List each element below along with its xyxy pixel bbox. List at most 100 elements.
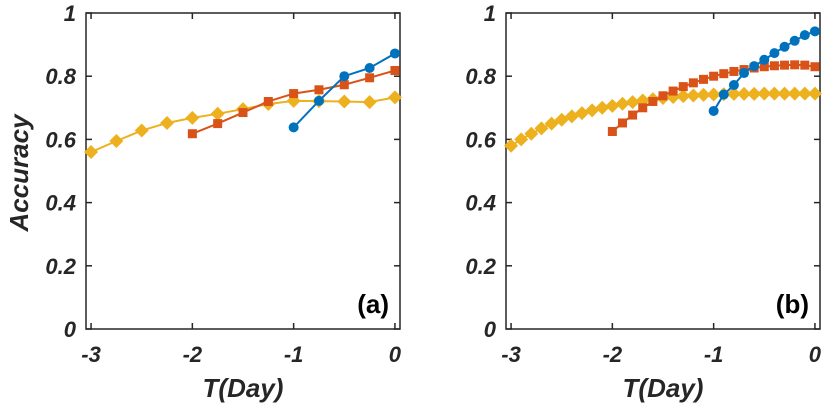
panel-a-axes: 0 0.2 0.4 0.6 0.8 1 -3 -2 -1 0 xyxy=(45,1,401,367)
panel-b-ytick-label: 0.8 xyxy=(465,64,496,89)
panel-a-ytick-label: 0.4 xyxy=(45,191,76,216)
panel-b-diamond-point xyxy=(747,86,762,101)
panel-b-series xyxy=(504,26,822,153)
panel-b-xtick-label: 0 xyxy=(809,342,822,367)
panel-b-diamond-point xyxy=(585,103,600,118)
panel-a-diamond-point xyxy=(387,90,402,105)
y-axis-title: Accuracy xyxy=(4,113,34,233)
panel-a-frame xyxy=(85,12,401,330)
panel-b-diamond-point xyxy=(514,132,529,147)
panel-b-square-point xyxy=(780,60,790,70)
panel-a-ytick-label: 0 xyxy=(64,317,77,342)
panel-b-square-point xyxy=(719,69,729,79)
panel-a-diamond-point xyxy=(337,94,352,109)
panel-a-diamond-point xyxy=(185,110,200,125)
panel-b-label: (b) xyxy=(776,289,809,319)
panel-b-diamond-point xyxy=(625,95,640,110)
panel-b-xtick-label: -1 xyxy=(704,342,724,367)
panel-b-diamond-point xyxy=(737,86,752,101)
panel-b-diamond-point xyxy=(615,96,630,111)
panel-b-x-axis-title: T(Day) xyxy=(623,373,704,403)
panel-a-xtick-label: -3 xyxy=(81,342,101,367)
panel-a: 0 0.2 0.4 0.6 0.8 1 -3 -2 -1 0 (a) T(Day) xyxy=(45,1,402,403)
panel-b-ytick-label: 0.2 xyxy=(465,254,496,279)
panel-b-ytick-label: 0.6 xyxy=(465,127,496,152)
panel-b: 0 0.2 0.4 0.6 0.8 1 -3 -2 -1 0 (b) T(Day) xyxy=(465,1,822,403)
panel-a-diamond-point xyxy=(84,145,99,160)
panel-b-circle-point xyxy=(759,54,770,65)
panel-b-diamond-point xyxy=(767,86,782,101)
panel-a-label: (a) xyxy=(357,289,389,319)
panel-b-frame xyxy=(505,12,821,330)
panel-a-xtick-label: -2 xyxy=(183,342,203,367)
panel-a-circle-point xyxy=(389,48,400,59)
panel-a-diamond-point xyxy=(109,133,124,148)
panel-b-diamond-point xyxy=(534,121,549,136)
panel-b-circle-point xyxy=(799,30,810,41)
panel-b-square-point xyxy=(658,91,668,101)
panel-a-square-point xyxy=(339,80,349,90)
panel-b-circle-point xyxy=(728,80,739,91)
panel-b-square-point xyxy=(790,60,800,70)
panel-b-diamond-point xyxy=(757,86,772,101)
panel-b-diamond-point xyxy=(595,100,610,115)
panel-b-square-point xyxy=(628,110,638,120)
panel-a-square-point xyxy=(390,66,400,76)
panel-b-square-point xyxy=(648,96,658,106)
panel-b-axes: 0 0.2 0.4 0.6 0.8 1 -3 -2 -1 0 xyxy=(465,1,821,367)
panel-b-diamond-point xyxy=(787,86,802,101)
panel-b-ytick-label: 1 xyxy=(484,1,496,26)
panel-b-diamond-point xyxy=(696,87,711,102)
panel-b-square-point xyxy=(607,127,617,136)
panel-b-circle-point xyxy=(769,48,780,59)
panel-a-square-point xyxy=(238,108,248,118)
panel-b-diamond-point xyxy=(726,86,741,101)
panel-b-diamond-point xyxy=(797,86,812,101)
panel-a-square-point xyxy=(365,73,375,83)
panel-a-x-axis-title: T(Day) xyxy=(203,373,284,403)
panel-a-circle-point xyxy=(339,71,350,82)
panel-a-diamond-point xyxy=(210,106,225,121)
panel-b-circle-point xyxy=(749,61,760,72)
panel-b-square-point xyxy=(800,60,810,70)
panel-b-square-point xyxy=(759,62,769,72)
panel-a-xtick-label: -1 xyxy=(284,342,304,367)
panel-a-square-point xyxy=(263,96,273,106)
panel-b-diamond-point xyxy=(777,86,792,101)
panel-a-square-point xyxy=(289,89,299,99)
panel-b-diamond-point xyxy=(676,89,691,104)
panel-b-circle-point xyxy=(718,89,729,100)
panel-b-ytick-label: 0.4 xyxy=(465,191,496,216)
panel-b-diamond-point xyxy=(807,86,822,101)
panel-a-circle-point xyxy=(364,62,375,73)
panel-a-ytick-label: 1 xyxy=(64,1,76,26)
panel-b-diamond-point xyxy=(686,88,701,103)
panel-b-circle-point xyxy=(789,35,800,46)
panel-b-square-point xyxy=(769,61,779,71)
panel-a-diamond-point xyxy=(134,123,149,138)
panel-b-diamond-point xyxy=(706,87,721,102)
panel-b-square-point xyxy=(617,118,627,128)
panel-b-xtick-label: -2 xyxy=(603,342,623,367)
panel-a-square-point xyxy=(314,85,324,95)
panel-a-series xyxy=(84,48,402,160)
panel-a-circle-point xyxy=(288,122,299,133)
panel-a-ytick-label: 0.8 xyxy=(45,64,76,89)
panel-b-square-point xyxy=(729,66,739,76)
panel-b-circle-point xyxy=(708,105,719,116)
panel-b-circle-point xyxy=(739,68,750,79)
panel-b-diamond-point xyxy=(524,126,539,141)
panel-b-square-point xyxy=(638,103,648,113)
panel-a-xtick-label: 0 xyxy=(389,342,402,367)
panel-b-square-point xyxy=(678,82,688,92)
panel-b-square-point xyxy=(668,86,678,96)
panel-b-xtick-label: -3 xyxy=(501,342,521,367)
panel-b-circle-point xyxy=(809,26,820,37)
panel-a-diamond-point xyxy=(362,95,377,110)
panel-b-square-point xyxy=(688,78,698,88)
panel-b-square-point xyxy=(810,62,820,72)
panel-a-square-point xyxy=(187,129,197,139)
panel-b-circle-point xyxy=(779,41,790,52)
panel-a-circle-point xyxy=(313,95,324,106)
